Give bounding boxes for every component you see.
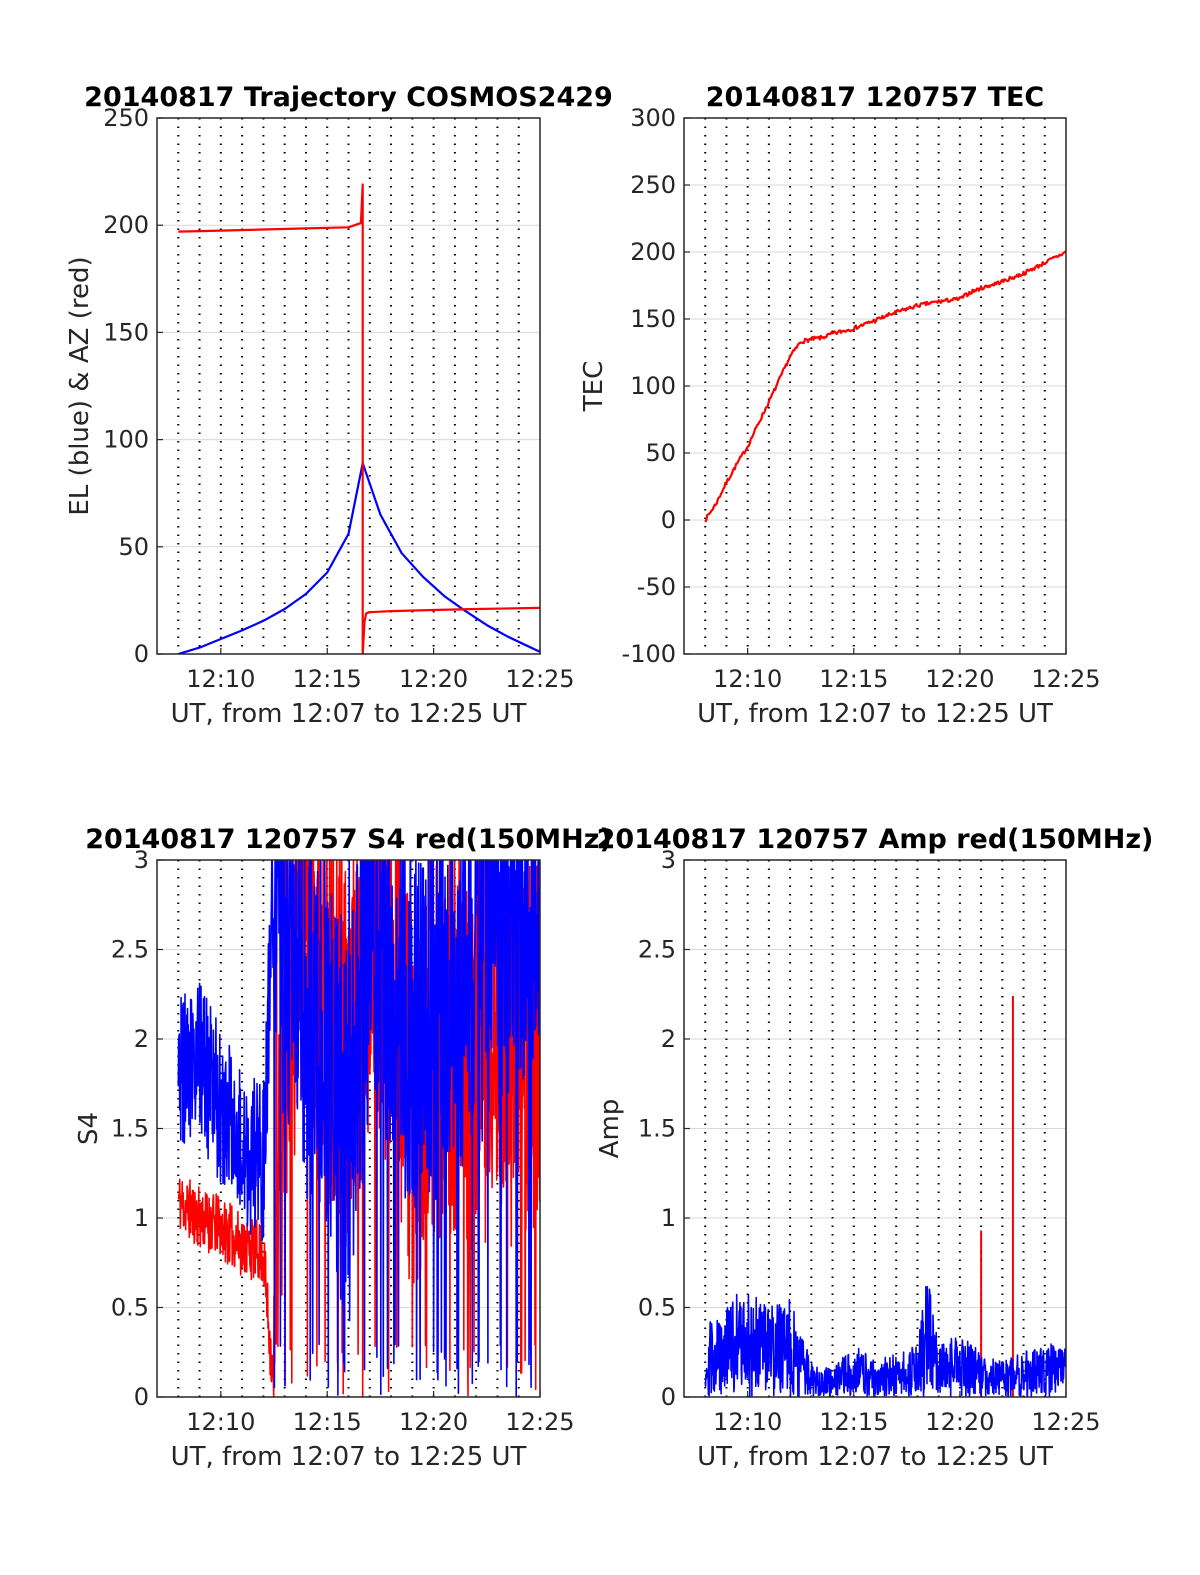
y-axis-label: TEC	[579, 361, 609, 412]
y-tick-label: 0	[134, 1383, 149, 1411]
x-tick-label: 12:10	[186, 665, 255, 693]
x-tick-label: 12:10	[713, 1408, 782, 1436]
y-tick-label: 300	[630, 104, 676, 132]
y-tick-label: 1	[661, 1204, 676, 1232]
y-tick-label: 1	[134, 1204, 149, 1232]
y-tick-label: 2.5	[638, 936, 676, 964]
x-tick-label: 12:10	[713, 665, 782, 693]
y-tick-label: 1.5	[638, 1115, 676, 1143]
x-tick-label: 12:20	[399, 665, 468, 693]
series-line-tec	[704, 250, 1066, 523]
series-group	[177, 183, 540, 654]
y-tick-label: 0.5	[638, 1294, 676, 1322]
x-tick-label: 12:15	[819, 1408, 888, 1436]
series-line-az	[178, 183, 540, 654]
series-line-s4_blue	[177, 860, 540, 1397]
y-tick-label: 2	[134, 1025, 149, 1053]
chart-s4: 0 0.5 1 1.5 2 2.5 3 12:10 12:15 12:20 12:25 2014081…	[74, 824, 612, 1472]
y-axis-label: EL (blue) & AZ (red)	[65, 256, 95, 515]
x-tick-label: 12:25	[505, 1408, 574, 1436]
chart-trajectory: 0 50 100 150 200 250 12:10 12:15 12:20 12:25 20140…	[65, 82, 613, 729]
series-group	[177, 860, 540, 1397]
series-group	[704, 996, 1066, 1397]
y-tick-label: 50	[118, 533, 149, 561]
y-tick-label: 3	[661, 846, 676, 874]
axes-box	[156, 117, 541, 655]
x-tick-label: 12:20	[399, 1408, 468, 1436]
x-axis-label: UT, from 12:07 to 12:25 UT	[171, 699, 527, 729]
y-tick-label: 150	[103, 318, 149, 346]
x-tick-label: 12:25	[1031, 1408, 1100, 1436]
y-tick-label: 200	[103, 211, 149, 239]
y-tick-label: 3	[134, 846, 149, 874]
y-tick-label: 2.5	[111, 936, 149, 964]
chart-title: 20140817 120757 S4 red(150MHz)	[85, 824, 612, 855]
y-tick-label: 1.5	[111, 1115, 149, 1143]
y-tick-label: 2	[661, 1025, 676, 1053]
x-tick-label: 12:25	[505, 665, 574, 693]
x-tick-label: 12:15	[819, 665, 888, 693]
series-line-el	[177, 462, 540, 654]
x-tick-label: 12:15	[293, 665, 362, 693]
y-tick-label: 100	[103, 426, 149, 454]
y-tick-label: 0.5	[111, 1294, 149, 1322]
y-tick-label: 250	[103, 104, 149, 132]
y-axis-label: S4	[74, 1112, 104, 1145]
series-line-amp_blue	[704, 1285, 1066, 1397]
x-tick-label: 12:15	[293, 1408, 362, 1436]
y-tick-label: 250	[630, 171, 676, 199]
y-tick-label: -100	[622, 640, 676, 668]
y-tick-label: 0	[661, 1383, 676, 1411]
x-tick-label: 12:20	[925, 665, 994, 693]
series-group	[704, 250, 1066, 523]
y-axis-label: Amp	[595, 1099, 625, 1159]
y-tick-label: -50	[637, 573, 676, 601]
chart-amp: 0 0.5 1 1.5 2 2.5 3 12:10 12:15 12:20 12:25 2014081…	[595, 824, 1153, 1472]
y-tick-label: 0	[134, 640, 149, 668]
x-axis-label: UT, from 12:07 to 12:25 UT	[697, 699, 1053, 729]
chart-tec: -100 -50 0 50 100 150 200 250 300 12:10 12:15 12:20…	[579, 82, 1101, 729]
chart-title: 20140817 Trajectory COSMOS2429	[84, 82, 613, 113]
x-tick-label: 12:25	[1031, 665, 1100, 693]
x-axis-label: UT, from 12:07 to 12:25 UT	[697, 1442, 1053, 1472]
y-tick-label: 150	[630, 305, 676, 333]
chart-title: 20140817 120757 Amp red(150MHz)	[597, 824, 1154, 855]
x-tick-label: 12:10	[186, 1408, 255, 1436]
x-axis-label: UT, from 12:07 to 12:25 UT	[171, 1442, 527, 1472]
y-tick-label: 100	[630, 372, 676, 400]
y-tick-label: 50	[645, 439, 676, 467]
chart-title: 20140817 120757 TEC	[706, 82, 1045, 113]
x-tick-label: 12:20	[925, 1408, 994, 1436]
y-tick-label: 0	[661, 506, 676, 534]
y-tick-label: 200	[630, 238, 676, 266]
